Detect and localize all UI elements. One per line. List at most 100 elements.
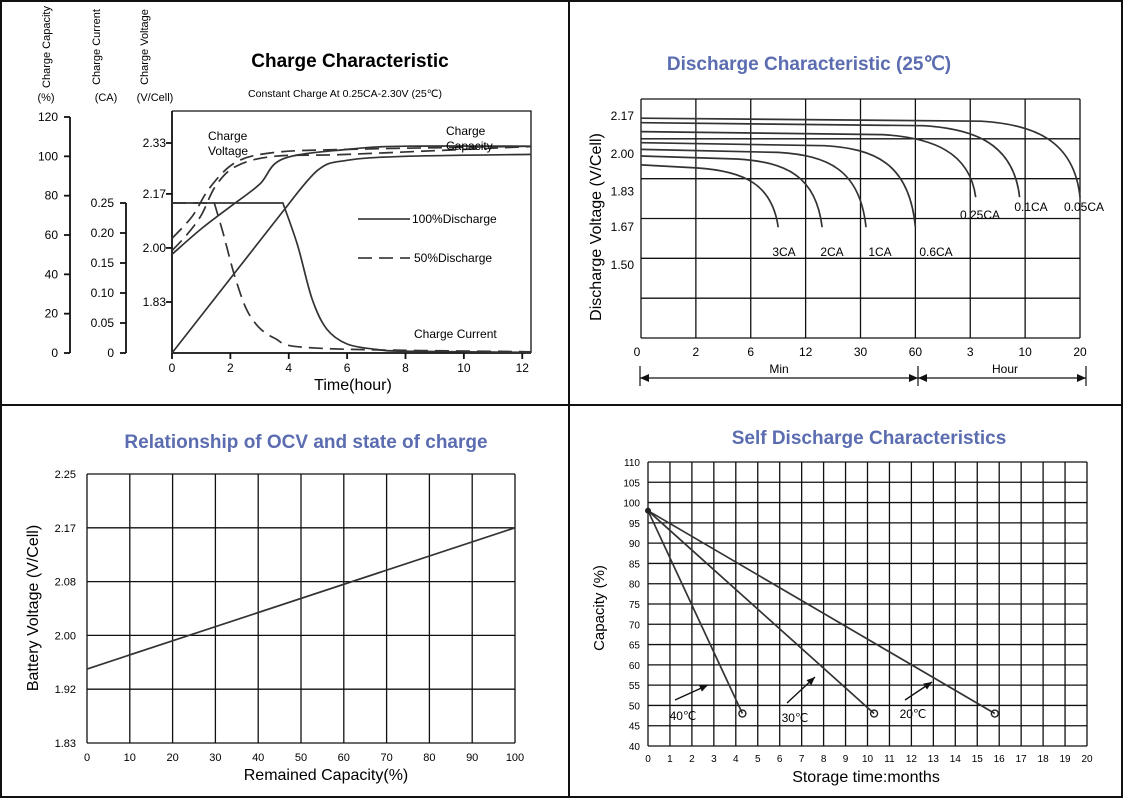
ocv-y-tick: 2.25	[55, 469, 76, 481]
self-discharge-y-tick: 95	[629, 519, 641, 530]
current-axis-unit: (CA)	[95, 92, 118, 104]
time-tick-label: 2	[227, 361, 234, 375]
time-unit-bar: Min Hour	[639, 362, 1087, 386]
charge-capacity-label-line2: Capacity	[446, 139, 493, 153]
ocv-x-tick: 90	[466, 752, 478, 764]
current-tick-label: 0.25	[91, 196, 115, 210]
time-tick-label: 6	[344, 361, 351, 375]
self-discharge-grid	[647, 461, 1088, 747]
self-discharge-x-tick: 11	[884, 754, 895, 765]
time-tick-label: 10	[457, 361, 471, 375]
unit-min-label: Min	[769, 362, 788, 376]
self-discharge-temp-label: 40℃	[670, 709, 697, 723]
discharge-curve-label: 0.05CA	[1064, 200, 1104, 214]
self-discharge-title: Self Discharge Characteristics	[732, 428, 1007, 449]
discharge-curve-2ca	[640, 155, 823, 228]
ocv-y-tick: 2.00	[55, 630, 76, 642]
self-discharge-x-tick: 15	[972, 754, 984, 765]
self-discharge-y-tick: 70	[629, 620, 641, 631]
voltage-ticks: 2.33 2.17 2.00 1.83	[143, 136, 172, 309]
discharge-curve-0-6ca	[640, 141, 917, 228]
self-discharge-arrowhead	[806, 677, 815, 686]
discharge-curve-0-25ca	[640, 130, 977, 198]
ocv-x-tick: 80	[423, 752, 435, 764]
self-discharge-x-label: Storage time:months	[792, 769, 940, 786]
current-axis-name: Charge Current	[91, 9, 103, 85]
current-ticks: 0.25 0.20 0.15 0.10 0.05 0	[91, 196, 126, 360]
discharge-x-tick: 2	[693, 345, 700, 359]
self-discharge-line-1	[647, 510, 744, 714]
voltage-axis-name: Charge Voltage	[139, 9, 151, 85]
self-discharge-x-tick: 7	[799, 754, 805, 765]
charge-curve-current-100-	[172, 202, 532, 354]
self-discharge-y-tick: 85	[629, 559, 641, 570]
ocv-x-label: Remained Capacity(%)	[244, 767, 409, 784]
self-discharge-x-tick: 14	[950, 754, 962, 765]
voltage-tick-label: 2.17	[143, 187, 167, 201]
current-tick-label: 0.05	[91, 316, 115, 330]
discharge-curve-label: 0.6CA	[919, 245, 952, 259]
time-tick-label: 4	[285, 361, 292, 375]
discharge-x-tick: 3	[967, 345, 974, 359]
charge-characteristic-chart: Charge Characteristic Constant Charge At…	[37, 6, 532, 394]
discharge-y-tick: 2.17	[611, 109, 635, 123]
self-discharge-x-tick: 5	[755, 754, 761, 765]
self-discharge-x-tick: 6	[777, 754, 783, 765]
self-discharge-y-tick: 40	[629, 742, 641, 753]
discharge-curve-label: 0.1CA	[1014, 200, 1047, 214]
ocv-y-tick: 2.17	[55, 523, 76, 535]
self-discharge-y-tick: 65	[629, 641, 641, 652]
unit-hour-label: Hour	[992, 362, 1018, 376]
discharge-curve-label: 2CA	[820, 245, 843, 259]
capacity-tick-label: 20	[45, 307, 59, 321]
charge-chart-title: Charge Characteristic	[251, 51, 449, 72]
charge-voltage-label-line1: Charge	[208, 129, 248, 143]
ocv-line	[86, 526, 516, 670]
current-tick-label: 0.10	[91, 286, 115, 300]
self-discharge-line-3	[647, 509, 996, 715]
ocv-y-tick: 1.92	[55, 684, 76, 696]
discharge-y-tick: 1.83	[611, 185, 635, 199]
current-tick-label: 0.15	[91, 256, 115, 270]
self-discharge-endpoint	[738, 709, 747, 718]
discharge-curve-3ca	[640, 164, 780, 228]
self-discharge-y-tick: 100	[623, 499, 640, 510]
time-tick-label: 0	[169, 361, 176, 375]
discharge-chart-title: Discharge Characteristic (25℃)	[667, 54, 951, 75]
self-discharge-y-tick: 90	[629, 539, 641, 550]
ocv-x-tick: 60	[338, 752, 350, 764]
voltage-tick-label: 2.33	[143, 136, 167, 150]
self-discharge-x-tick: 10	[862, 754, 874, 765]
charge-curve-voltage-50-	[171, 145, 532, 239]
legend-solid-label: 100%Discharge	[412, 212, 497, 226]
self-discharge-endpoint	[990, 709, 1000, 718]
discharge-y-ticks: 2.17 2.00 1.83 1.67 1.50	[611, 109, 635, 272]
ocv-y-tick: 1.83	[55, 738, 76, 750]
ocv-y-tick: 2.08	[55, 577, 76, 589]
voltage-tick-label: 2.00	[143, 241, 167, 255]
self-discharge-x-tick: 16	[994, 754, 1006, 765]
self-discharge-origin-point	[645, 507, 651, 514]
discharge-curve-label: 3CA	[772, 245, 795, 259]
self-discharge-y-tick: 80	[629, 580, 641, 591]
charge-chart-subtitle: Constant Charge At 0.25CA-2.30V (25℃)	[248, 88, 442, 100]
ocv-ticks: 2.25 2.17 2.08 2.00 1.92 1.83 0 10 20 30 40 50 60 70 8…	[55, 469, 525, 764]
discharge-y-tick: 2.00	[611, 147, 635, 161]
self-discharge-x-tick: 2	[689, 754, 695, 765]
charge-curve-voltage-100-	[171, 145, 532, 255]
self-discharge-curves: 40℃ 30℃ 20℃	[645, 507, 1000, 725]
ocv-x-tick: 10	[124, 752, 136, 764]
discharge-curve-1ca	[640, 148, 867, 228]
self-discharge-x-tick: 1	[667, 754, 673, 765]
ocv-x-tick: 50	[295, 752, 307, 764]
charge-curve-capacity-100-	[171, 153, 532, 354]
discharge-curve-label: 1CA	[868, 245, 891, 259]
discharge-x-tick: 20	[1073, 345, 1087, 359]
legend-dashed-label: 50%Discharge	[414, 251, 492, 265]
ocv-curves	[86, 526, 516, 670]
self-discharge-chart: Self Discharge Characteristics Capacity …	[591, 428, 1093, 786]
capacity-axis-name: Charge Capacity	[41, 6, 53, 88]
ocv-y-label: Battery Voltage (V/Cell)	[25, 525, 42, 691]
self-discharge-temp-label: 30℃	[782, 711, 809, 725]
